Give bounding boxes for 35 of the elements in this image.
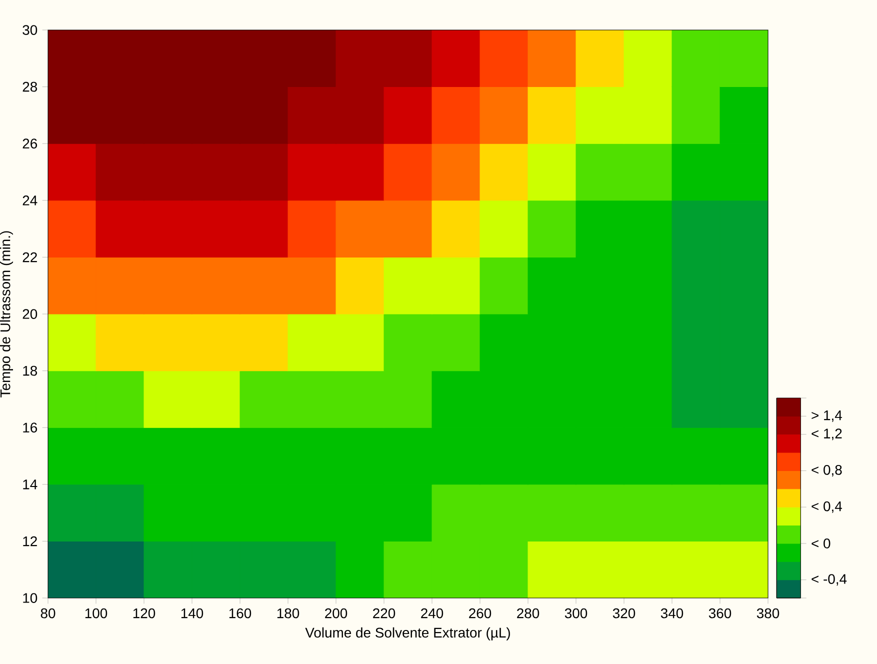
y-tick-label: 28 — [22, 82, 38, 92]
x-axis-title: Volume de Solvente Extrator (µL) — [305, 627, 510, 640]
y-tick-label: 16 — [23, 422, 38, 433]
color-bar-label: < 0,8 — [812, 464, 842, 476]
color-bar-label: < 0,4 — [812, 501, 842, 513]
x-tick-label: 220 — [373, 608, 396, 618]
x-tick-label: 160 — [229, 608, 252, 618]
x-tick-label: 120 — [133, 608, 156, 618]
x-tick-label: 260 — [469, 608, 492, 618]
y-tick-label: 10 — [23, 593, 38, 603]
x-tick-label: 200 — [325, 608, 348, 618]
x-tick-label: 80 — [40, 608, 56, 618]
x-tick-label: 100 — [85, 608, 108, 618]
x-tick-label: 180 — [277, 608, 300, 618]
x-tick-label: 140 — [181, 608, 204, 618]
y-tick-label: 20 — [22, 309, 38, 319]
x-tick-label: 360 — [708, 608, 732, 618]
y-axis-title: Tempo de Ultrassom (min.) — [0, 231, 14, 398]
y-tick-label: 26 — [22, 138, 38, 149]
y-tick-label: 24 — [22, 196, 38, 206]
x-tick-label: 320 — [612, 608, 636, 618]
color-bar-label: < 0 — [812, 538, 830, 548]
x-tick-label: 300 — [564, 608, 588, 618]
x-tick-label: 340 — [660, 608, 684, 618]
y-tick-label: 12 — [23, 536, 37, 546]
y-tick-label: 30 — [22, 25, 38, 35]
color-bar-label: < 1,2 — [812, 428, 842, 440]
x-tick-label: 240 — [421, 608, 444, 618]
color-bar-label: > 1,4 — [812, 410, 842, 422]
x-tick-label: 280 — [517, 608, 540, 618]
y-tick-label: 18 — [23, 366, 38, 376]
color-bar-label: < -0,4 — [812, 574, 847, 586]
x-tick-label: 380 — [756, 608, 780, 618]
y-tick-label: 22 — [22, 252, 37, 262]
y-tick-label: 14 — [23, 480, 38, 490]
